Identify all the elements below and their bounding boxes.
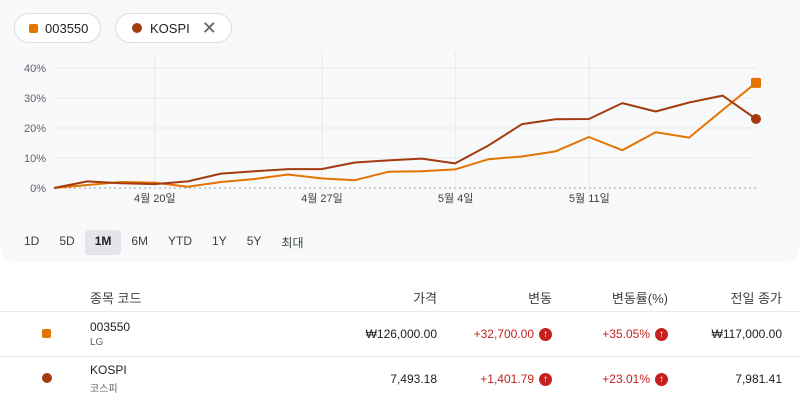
end-marker-kospi <box>751 113 761 124</box>
row-change: +32,700.00 <box>473 326 534 341</box>
y-tick-label: 10% <box>24 153 46 165</box>
table-row[interactable]: KOSPI 코스피 7,493.18 +1,401.79 ↑ +23.01% ↑ 7… <box>0 356 800 401</box>
range-option-1y[interactable]: 1Y <box>212 234 227 248</box>
row-symbol: 003550 <box>90 320 131 334</box>
row-price: 7,493.18 <box>300 356 437 401</box>
row-symbol: KOSPI <box>90 363 127 377</box>
row-name: 코스피 <box>90 384 118 395</box>
series-color-dot <box>132 23 142 33</box>
comparison-chart: 40% 30% 20% 10% 0% 4월 20일 4월 27일 5월 4일 5월 11일 <box>24 52 761 205</box>
row-name: LG <box>90 337 104 348</box>
x-tick-label: 4월 27일 <box>301 191 343 205</box>
range-selector: 1D 5D 1M 6M YTD 1Y 5Y 최대 <box>14 230 314 255</box>
series-color-square <box>42 329 51 338</box>
range-option-5y[interactable]: 5Y <box>246 234 262 248</box>
end-marker-003550 <box>751 77 761 88</box>
row-change: +1,401.79 <box>480 371 534 386</box>
series-color-square <box>29 23 38 33</box>
remove-icon[interactable]: ✕ <box>201 18 217 38</box>
y-tick-label: 0% <box>30 183 46 195</box>
row-pct: +23.01% <box>602 371 650 386</box>
chip-003550[interactable]: 003550 <box>14 13 102 43</box>
row-price: ₩126,000.00 <box>300 311 437 357</box>
chip-kospi[interactable]: KOSPI ✕ <box>115 13 232 43</box>
x-tick-label: 5월 4일 <box>438 191 474 205</box>
chip-label: KOSPI <box>150 20 190 36</box>
arrow-up-icon: ↑ <box>539 373 552 387</box>
series-line-kospi <box>53 94 757 189</box>
y-tick-label: 20% <box>24 123 46 135</box>
range-option-ytd[interactable]: YTD <box>168 234 193 248</box>
range-option-1m[interactable]: 1M <box>84 230 122 255</box>
header-pct: 변동률(%) <box>611 290 668 306</box>
header-prev-close: 전일 종가 <box>730 290 782 306</box>
chart-panel: 003550 KOSPI ✕ 40% 30% 20% 10% 0% 4월 20일 4월 27… <box>14 13 761 255</box>
series-color-dot <box>42 373 52 383</box>
row-prev-close: ₩117,000.00 <box>668 311 800 357</box>
header-symbol: 종목 코드 <box>90 290 142 306</box>
arrow-up-icon: ↑ <box>655 328 668 342</box>
y-tick-label: 30% <box>24 93 46 105</box>
range-option-5d[interactable]: 5D <box>59 234 75 248</box>
range-option-6m[interactable]: 6M <box>131 234 149 248</box>
header-price: 가격 <box>413 290 437 306</box>
range-option-1d[interactable]: 1D <box>24 234 40 248</box>
y-tick-label: 40% <box>24 63 46 75</box>
range-option-최대[interactable]: 최대 <box>281 236 304 250</box>
row-prev-close: 7,981.41 <box>668 356 800 401</box>
series-line-003550 <box>53 82 757 189</box>
comparison-table: 종목 코드 가격 변동 변동률(%) 전일 종가 003550 LG ₩126,… <box>0 283 800 401</box>
arrow-up-icon: ↑ <box>655 373 668 387</box>
header-change: 변동 <box>528 290 552 306</box>
row-pct: +35.05% <box>602 326 650 341</box>
x-tick-label: 5월 11일 <box>569 191 610 205</box>
table-row[interactable]: 003550 LG ₩126,000.00 +32,700.00 ↑ +35.05… <box>0 311 800 357</box>
chip-label: 003550 <box>45 20 89 36</box>
arrow-up-icon: ↑ <box>539 328 552 342</box>
x-tick-label: 4월 20일 <box>134 191 176 205</box>
